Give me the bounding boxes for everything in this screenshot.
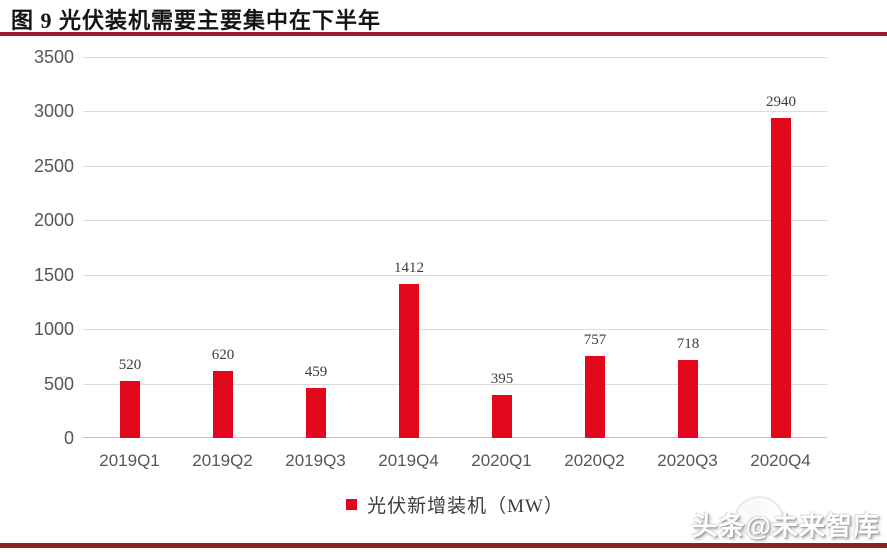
gridline-0 xyxy=(83,437,827,438)
x-tick-label-2019Q3: 2019Q3 xyxy=(285,451,346,470)
y-axis: 0 500 1000 1500 2000 2500 3000 3500 xyxy=(0,47,74,448)
gridline-3000 xyxy=(83,111,827,112)
bar-2020Q3 xyxy=(678,360,698,438)
y-tick-label-1500: 1500 xyxy=(33,265,74,285)
bar-value-label-2019Q3: 459 xyxy=(304,364,328,380)
gridline-3500 xyxy=(83,57,827,58)
watermark-text: 头条@未来智库 xyxy=(691,511,880,541)
bar-2019Q2 xyxy=(213,371,233,438)
x-tick-label-2019Q4: 2019Q4 xyxy=(378,451,439,470)
watermark-logo-icon xyxy=(735,496,783,538)
figure-title: 图 9 光伏装机需要主要集中在下半年 xyxy=(11,8,382,33)
bar-2019Q3 xyxy=(306,388,326,438)
bar-2020Q2 xyxy=(585,356,605,438)
x-tick-label-2019Q2: 2019Q2 xyxy=(192,451,253,470)
bar-value-label-2020Q1: 395 xyxy=(490,371,514,387)
y-tick-label-3500: 3500 xyxy=(33,47,74,67)
bar-2019Q4 xyxy=(399,284,419,438)
y-tick-label-1000: 1000 xyxy=(33,319,74,339)
bar-2020Q4 xyxy=(771,118,791,438)
x-tick-label-2020Q3: 2020Q3 xyxy=(657,451,718,470)
gridline-2000 xyxy=(83,220,827,221)
bar-value-label-2019Q4: 1412 xyxy=(394,260,424,276)
x-tick-label-2020Q4: 2020Q4 xyxy=(750,451,811,470)
bar-2020Q1 xyxy=(492,395,512,438)
gridline-1000 xyxy=(83,329,827,330)
gridline-500 xyxy=(83,384,827,385)
bottom-divider-line xyxy=(0,543,887,548)
legend-label: 光伏新增装机（MW） xyxy=(367,495,564,517)
legend-swatch xyxy=(346,498,358,510)
bar-value-label-2020Q4: 2940 xyxy=(766,94,796,110)
x-tick-label-2020Q2: 2020Q2 xyxy=(564,451,625,470)
bar-value-label-2019Q1: 520 xyxy=(118,357,142,373)
y-tick-label-3000: 3000 xyxy=(33,101,74,121)
y-tick-label-0: 0 xyxy=(63,428,74,448)
plot-area: 520 620 459 1412 395 757 718 2940 xyxy=(83,57,827,438)
bar-value-label-2020Q2: 757 xyxy=(583,332,607,348)
x-axis: 2019Q1 2019Q2 2019Q3 2019Q4 2020Q1 2020Q2 2020… xyxy=(83,450,827,474)
y-tick-label-2500: 2500 xyxy=(33,156,74,176)
x-tick-label-2019Q1: 2019Q1 xyxy=(99,451,160,470)
chart-legend: 光伏新增装机（MW） xyxy=(83,491,827,517)
x-tick-label-2020Q1: 2020Q1 xyxy=(471,451,532,470)
y-tick-label-2000: 2000 xyxy=(33,210,74,230)
gridline-2500 xyxy=(83,166,827,167)
title-divider-line xyxy=(0,32,887,36)
bar-2019Q1 xyxy=(120,381,140,438)
gridline-1500 xyxy=(83,275,827,276)
bar-value-label-2019Q2: 620 xyxy=(211,347,235,363)
bar-value-label-2020Q3: 718 xyxy=(676,336,700,352)
y-tick-label-500: 500 xyxy=(43,374,74,394)
